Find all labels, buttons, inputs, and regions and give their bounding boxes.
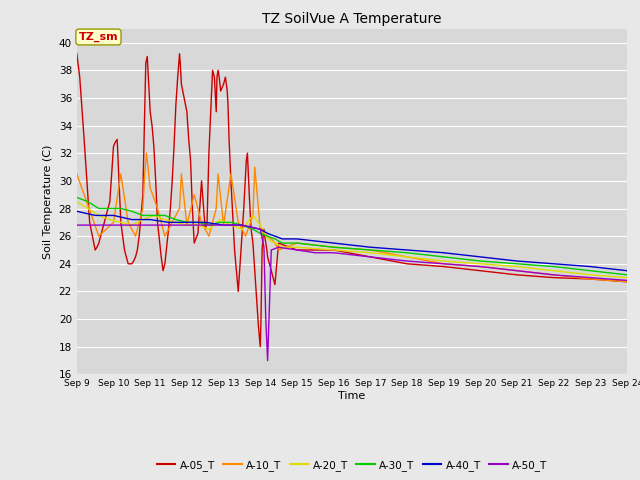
X-axis label: Time: Time (339, 391, 365, 401)
Title: TZ SoilVue A Temperature: TZ SoilVue A Temperature (262, 12, 442, 26)
Legend: A-05_T, A-10_T, A-20_T, A-30_T, A-40_T, A-50_T: A-05_T, A-10_T, A-20_T, A-30_T, A-40_T, … (152, 456, 552, 475)
Text: TZ_sm: TZ_sm (79, 32, 118, 42)
Y-axis label: Soil Temperature (C): Soil Temperature (C) (43, 144, 53, 259)
